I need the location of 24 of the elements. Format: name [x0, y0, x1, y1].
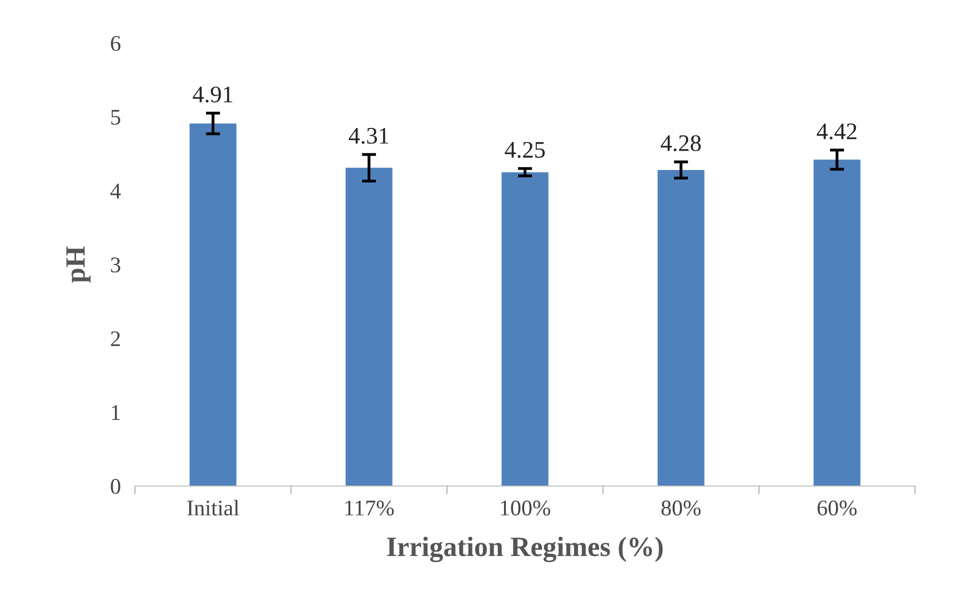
bar	[346, 168, 392, 486]
y-tick-label: 0	[110, 478, 120, 494]
x-tick-label: 117%	[345, 500, 394, 516]
data-label: 4.91	[192, 86, 232, 103]
y-tick-label: 2	[110, 331, 120, 346]
y-axis-title: pH	[66, 246, 91, 283]
bar	[190, 123, 236, 486]
y-tick-label: 6	[110, 36, 120, 51]
data-label: 4.42	[816, 123, 856, 140]
data-label: 4.31	[348, 128, 388, 144]
x-tick-label: 80%	[661, 500, 701, 516]
data-label: 4.25	[504, 142, 545, 158]
y-tick-label: 3	[111, 257, 120, 272]
bar	[658, 170, 704, 486]
x-tick-label: 100%	[501, 500, 550, 516]
y-tick-label: 4	[110, 184, 121, 198]
x-tick-label: 60%	[818, 500, 857, 516]
x-axis-title: Irrigation Regimes (%)	[387, 536, 663, 562]
y-tick-label: 5	[111, 110, 120, 125]
y-tick-label: 1	[112, 405, 120, 420]
bar	[502, 172, 548, 486]
bar	[814, 160, 860, 486]
data-label: 4.28	[660, 135, 701, 152]
x-tick-label: Initial	[187, 500, 240, 516]
